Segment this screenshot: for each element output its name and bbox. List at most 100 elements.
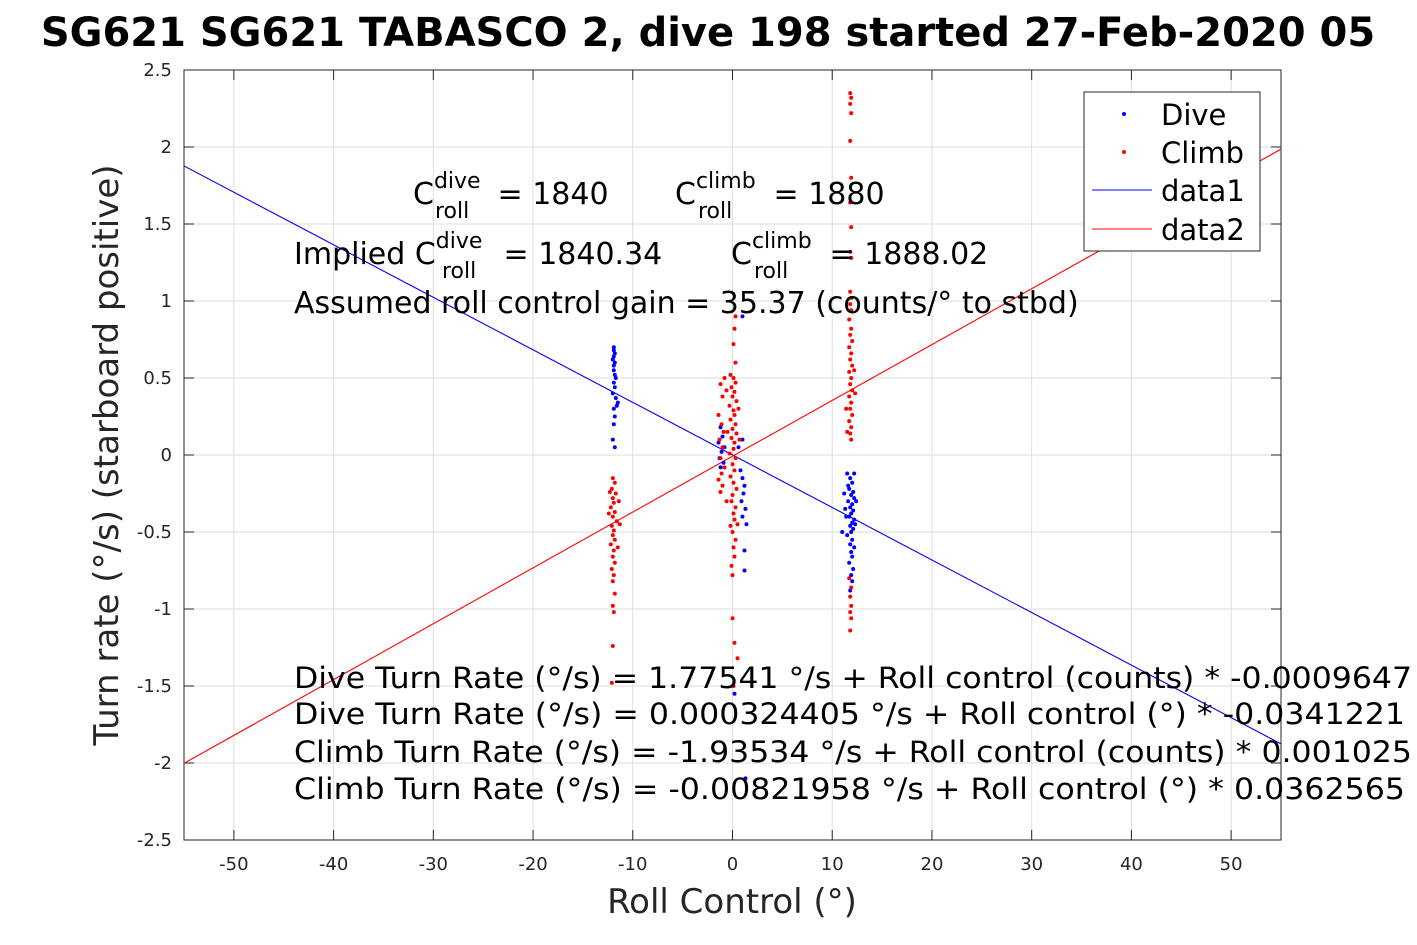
c-dive-sub: roll [435,199,469,224]
dive-point [851,508,856,513]
climb-point [848,382,853,387]
climb-point [847,419,852,424]
climb-point [732,554,737,559]
climb-point [612,509,617,514]
climb-point [719,471,724,476]
dive-point [613,376,618,380]
climb-point [731,511,736,516]
climb-point [611,573,616,578]
dive-point [743,506,748,511]
dive-point [738,468,743,473]
climb-point [608,542,613,547]
climb-point [611,500,616,505]
y-tick-label: -2 [154,753,172,774]
climb-point [610,579,615,584]
climb-point [724,499,729,504]
dive-point [845,533,850,538]
climb-point [737,437,742,442]
legend-data2-label: data2 [1161,213,1245,247]
climb-point [731,446,736,451]
dive-point [850,502,855,507]
climb-point [730,462,735,467]
climb-point [733,456,738,461]
climb-point [732,468,737,473]
dive-point [849,511,854,516]
climb-point [848,610,853,615]
climb-point [850,363,855,368]
implied-climb-sup: climb [752,229,812,254]
dive-point [851,566,856,571]
climb-point [617,522,622,527]
climb-point [849,351,854,356]
climb-point [610,554,615,559]
dive-point [611,406,616,411]
climb-point [728,417,733,422]
dive-point [850,579,855,584]
climb-point [718,382,723,387]
fit-line-data2 [183,148,1282,764]
climb-point [722,376,727,380]
y-tick-label: 0 [161,445,172,466]
x-tick-label: -40 [319,854,348,875]
climb-point [848,594,853,599]
y-tick-label: 2 [161,137,172,158]
climb-point [610,514,615,519]
climb-point [611,610,616,615]
y-tick-label: 1 [161,291,172,312]
y-tick-label: 1.5 [143,214,172,235]
climb-point [731,408,736,413]
climb-point [733,422,738,427]
dive-point [843,506,848,511]
climb-point [848,628,853,633]
dive-point [845,471,850,476]
climb-points [606,91,858,688]
climb-point [718,489,723,494]
dive-point [849,550,854,555]
climb-point [849,425,854,430]
climb-point [850,412,855,417]
climb-point [731,684,736,688]
climb-point [848,431,853,436]
dive-point [611,368,616,373]
climb-point [727,403,732,408]
dive-point [840,530,845,534]
c-climb-sub: roll [698,199,732,224]
climb-point [730,426,735,431]
dive-point [610,357,615,362]
annotation-c-climb: Cclimb roll = 1880 [675,169,885,224]
climb-point [730,573,735,578]
climb-point [848,357,853,362]
dive-point [740,314,745,319]
dive-point [612,372,617,377]
c-dive-value: = 1840 [488,177,609,212]
climb-point [730,493,735,498]
dive-point [847,560,852,565]
x-tick-label: 40 [1120,854,1143,875]
dive-point [740,437,745,442]
dive-point [742,568,747,573]
dive-point [615,400,620,405]
y-tick-label: 0.5 [143,368,172,389]
climb-point [850,339,855,344]
climb-point [848,332,853,337]
climb-point [610,603,615,608]
climb-point [730,530,735,534]
dive-point [847,514,852,519]
dive-point [612,360,617,365]
climb-point [852,368,857,373]
climb-point [732,517,737,522]
dive-point [742,483,747,488]
y-tick-label: 2.5 [143,60,172,81]
dive-point [850,537,855,542]
dive-point [852,517,857,522]
climb-point [734,399,739,404]
climb-point [606,511,611,516]
dive-point [744,522,749,527]
climb-point [849,175,854,180]
c-climb-value: = 1880 [764,177,885,212]
climb-point [849,225,854,230]
climb-point [610,533,615,538]
climb-point [716,477,721,482]
climb-point [733,360,738,365]
dive-point [736,445,741,450]
